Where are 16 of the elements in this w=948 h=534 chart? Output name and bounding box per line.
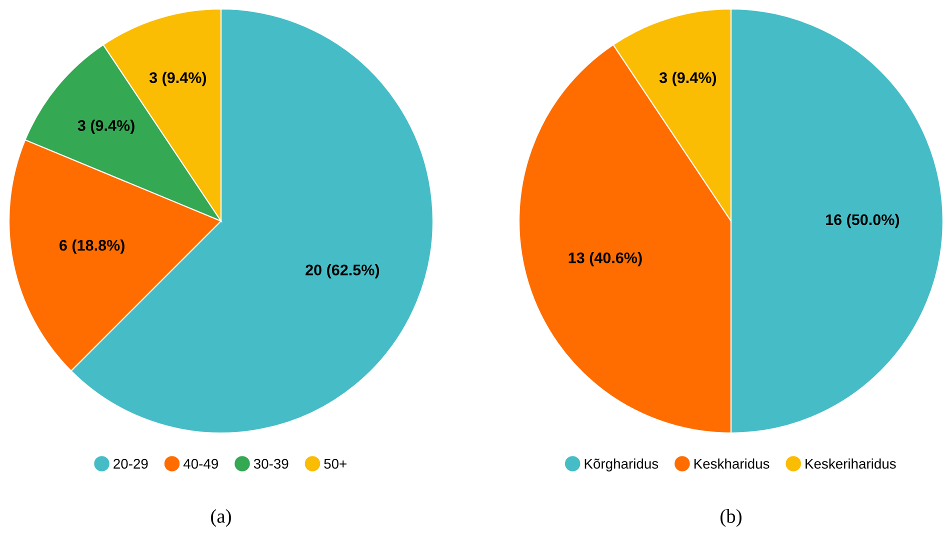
data-label: 3 (9.4%): [149, 72, 206, 86]
data-label: 3 (9.4%): [659, 72, 716, 86]
legend-label: Keskharidus: [694, 458, 770, 469]
legend-label: Keskeriharidus: [806, 458, 896, 469]
legend-label: 20-29: [114, 458, 148, 469]
data-label: 3 (9.4%): [78, 120, 134, 134]
data-label: 20 (62.5%): [306, 264, 380, 278]
text: (b): [720, 509, 742, 527]
legend-label: 40-49: [183, 458, 218, 469]
text: (a): [211, 509, 231, 527]
legend-label: 50+: [324, 458, 346, 469]
data-label: 16 (50.0%): [826, 214, 900, 228]
data-label: 6 (18.8%): [60, 240, 124, 254]
data-label: 13 (40.6%): [568, 252, 642, 266]
legend-label: 30-39: [254, 458, 288, 469]
legend-label: Kõrgharidus: [584, 458, 658, 472]
